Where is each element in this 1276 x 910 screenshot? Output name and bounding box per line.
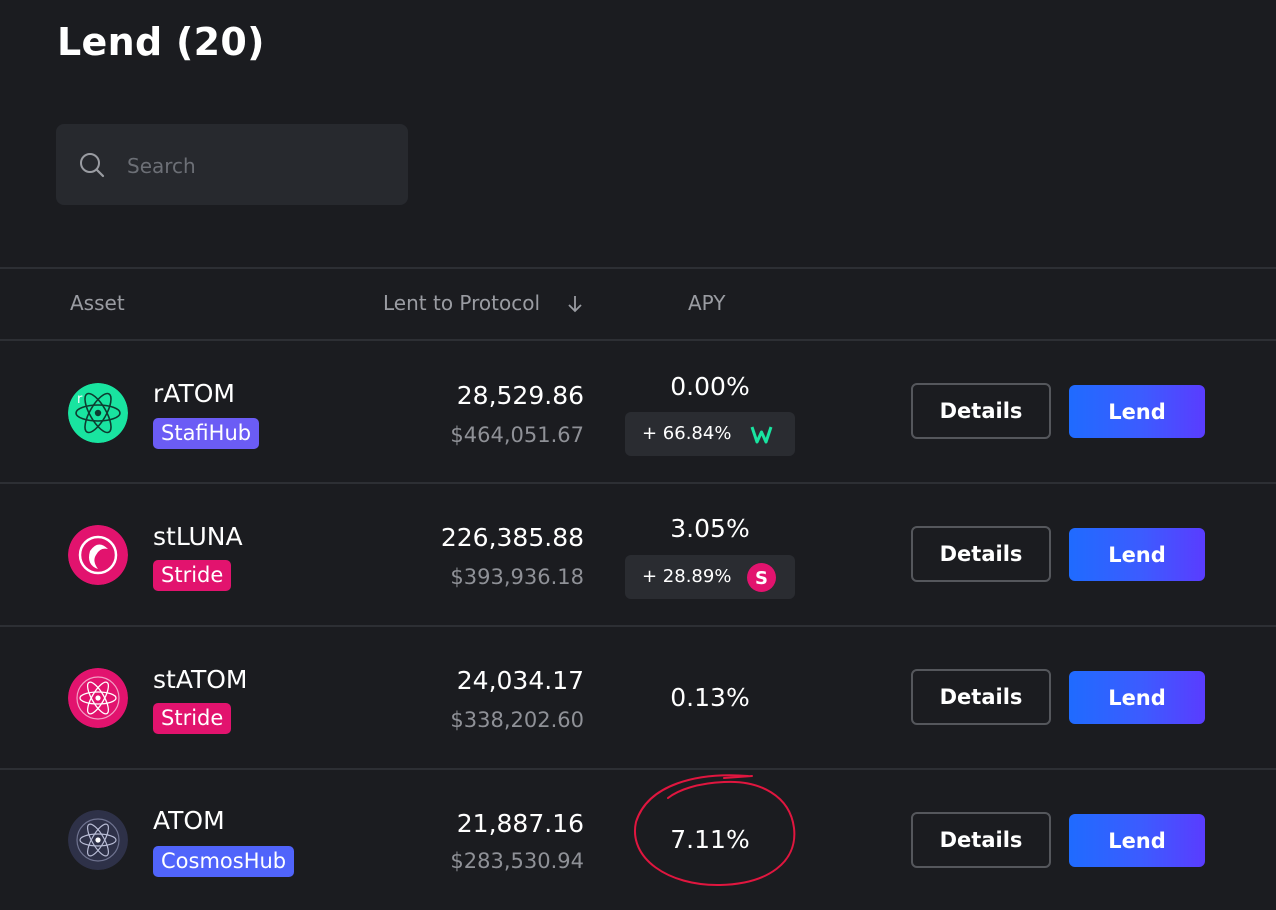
source-badge: Stride bbox=[153, 560, 232, 591]
red-circle-annotation bbox=[633, 774, 796, 887]
lend-button[interactable]: Lend bbox=[1069, 814, 1205, 867]
column-header-apy[interactable]: APY bbox=[688, 291, 726, 315]
column-header-lent[interactable]: Lent to Protocol bbox=[383, 291, 541, 315]
asset-name: stLUNA bbox=[153, 522, 243, 551]
lent-amount: 28,529.86 bbox=[456, 381, 584, 410]
asset-name: rATOM bbox=[153, 379, 235, 408]
lent-usd-value: $393,936.18 bbox=[450, 565, 584, 589]
lend-button[interactable]: Lend bbox=[1069, 528, 1205, 581]
apy-bonus-value: + 66.84% bbox=[642, 423, 732, 444]
table-row: ATOM CosmosHub 21,887.16 $283,530.94 7.1… bbox=[0, 770, 1276, 910]
source-badge: StafiHub bbox=[153, 418, 260, 449]
asset-name: stATOM bbox=[153, 665, 248, 694]
apy-value: 3.05% bbox=[670, 514, 750, 543]
statom-token-icon bbox=[68, 668, 128, 728]
row-divider bbox=[0, 768, 1276, 770]
lent-usd-value: $464,051.67 bbox=[450, 423, 584, 447]
lent-amount: 24,034.17 bbox=[456, 666, 584, 695]
atom-token-icon bbox=[68, 810, 128, 870]
search-input[interactable] bbox=[127, 148, 387, 184]
details-button[interactable]: Details bbox=[911, 812, 1051, 868]
svg-text:S: S bbox=[755, 568, 768, 589]
svg-text:r: r bbox=[77, 392, 83, 407]
apy-bonus-pill: + 28.89% S bbox=[625, 555, 795, 599]
table-row: stATOM Stride 24,034.17 $338,202.60 0.13… bbox=[0, 627, 1276, 768]
apy-bonus-value: + 28.89% bbox=[642, 566, 732, 587]
table-row: stLUNA Stride 226,385.88 $393,936.18 3.0… bbox=[0, 484, 1276, 625]
asset-name: ATOM bbox=[153, 806, 225, 835]
header-divider bbox=[0, 339, 1276, 341]
apy-value: 7.11% bbox=[670, 825, 750, 854]
search-icon bbox=[80, 153, 105, 178]
source-badge: Stride bbox=[153, 703, 232, 734]
apy-value: 0.00% bbox=[670, 372, 750, 401]
ratom-token-icon: r bbox=[68, 383, 128, 443]
arrow-down-icon[interactable] bbox=[566, 294, 584, 314]
source-badge: CosmosHub bbox=[153, 846, 295, 877]
lend-button[interactable]: Lend bbox=[1069, 385, 1205, 438]
column-header-asset[interactable]: Asset bbox=[70, 291, 125, 315]
apy-value: 0.13% bbox=[670, 683, 750, 712]
lend-button[interactable]: Lend bbox=[1069, 671, 1205, 724]
lent-amount: 226,385.88 bbox=[440, 523, 584, 552]
table-top-divider bbox=[0, 267, 1276, 269]
table-row: r rATOM StafiHub 28,529.86 $464,051.67 0… bbox=[0, 341, 1276, 482]
lent-usd-value: $338,202.60 bbox=[450, 708, 584, 732]
row-divider bbox=[0, 625, 1276, 627]
lent-amount: 21,887.16 bbox=[456, 809, 584, 838]
details-button[interactable]: Details bbox=[911, 383, 1051, 439]
stafihub-w-icon bbox=[750, 426, 773, 444]
stluna-token-icon bbox=[68, 525, 128, 585]
row-divider bbox=[0, 482, 1276, 484]
stride-s-icon: S bbox=[747, 563, 776, 592]
apy-bonus-pill: + 66.84% bbox=[625, 412, 795, 456]
page-title: Lend (20) bbox=[57, 20, 265, 64]
lent-usd-value: $283,530.94 bbox=[450, 849, 584, 873]
details-button[interactable]: Details bbox=[911, 669, 1051, 725]
details-button[interactable]: Details bbox=[911, 526, 1051, 582]
